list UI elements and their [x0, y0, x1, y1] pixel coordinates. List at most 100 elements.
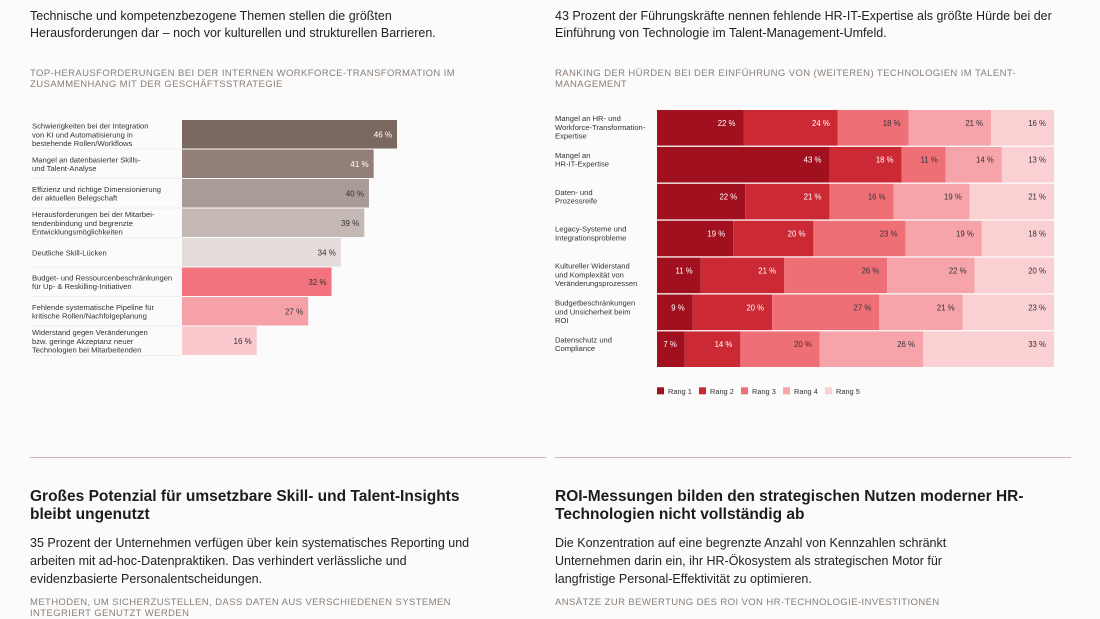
stacked-segment: [829, 146, 902, 183]
stacked-segment: [829, 183, 894, 220]
category-label: Budget- und Ressourcenbeschränkungen: [32, 273, 172, 282]
stacked-segment: [969, 183, 1054, 220]
segment-value-label: 11 %: [921, 156, 938, 165]
category-label: von KI und Automatisierung in: [32, 130, 133, 139]
category-label: Mangel an datenbasierter Skills-: [32, 155, 141, 164]
bar-value-label: 16 %: [234, 337, 252, 346]
stacked-segment: [657, 146, 830, 183]
stacked-segment: [879, 294, 963, 331]
segment-value-label: 7 %: [663, 340, 677, 349]
stacked-segment: [962, 294, 1054, 331]
bar: [182, 179, 369, 208]
category-label: Veränderungsprozessen: [555, 279, 637, 288]
stacked-segment: [657, 220, 734, 257]
category-label: Budgetbeschränkungen: [555, 299, 635, 308]
segment-value-label: 20 %: [788, 230, 806, 239]
segment-value-label: 18 %: [876, 156, 894, 165]
category-label: Workforce-Transformation-: [555, 123, 646, 132]
stacked-segment: [945, 146, 1002, 183]
category-label: kritische Rollen/Nachfolgeplanung: [32, 312, 147, 321]
right-section-title: ROI-Messungen bilden den strategischen N…: [555, 488, 1024, 523]
bar: [182, 267, 332, 296]
stacked-segment: [922, 331, 1054, 367]
stacked-segment: [901, 146, 946, 183]
stacked-segment: [692, 294, 773, 331]
stacked-segment: [908, 110, 992, 146]
segment-value-label: 22 %: [719, 193, 737, 202]
legend-label: Rang 2: [710, 387, 734, 396]
category-label: bestehende Rollen/Workflows: [32, 139, 133, 148]
stacked-segment: [974, 257, 1054, 294]
stacked-segment: [819, 331, 923, 367]
stacked-segment: [837, 110, 909, 146]
segment-value-label: 21 %: [758, 266, 776, 275]
category-label: Prozessreife: [555, 197, 597, 206]
category-label: Schwierigkeiten bei der Integration: [32, 122, 149, 131]
segment-value-label: 27 %: [854, 303, 872, 312]
segment-value-label: 21 %: [804, 193, 822, 202]
category-label: und Unsicherheit beim: [555, 307, 631, 316]
segment-value-label: 18 %: [883, 119, 901, 128]
segment-value-label: 19 %: [956, 230, 974, 239]
segment-value-label: 20 %: [1028, 266, 1046, 275]
category-label: ROI: [555, 316, 569, 325]
stacked-segment: [893, 183, 970, 220]
category-label: und Komplexität von: [555, 270, 624, 279]
bar-value-label: 27 %: [285, 307, 303, 316]
stacked-segment: [657, 110, 744, 146]
segment-value-label: 22 %: [949, 266, 967, 275]
category-label: Expertise: [555, 132, 587, 141]
segment-value-label: 43 %: [804, 156, 822, 165]
category-label: Entwicklungsmöglichkeiten: [32, 227, 123, 236]
left-section-body: 35 Prozent der Unternehmen verfügen über…: [30, 536, 470, 586]
right-section-body: Die Konzentration auf eine begrenzte Anz…: [555, 536, 947, 586]
segment-value-label: 18 %: [1028, 230, 1046, 239]
stacked-segment: [981, 220, 1054, 257]
segment-value-label: 23 %: [880, 230, 898, 239]
category-label: Integrationsprobleme: [555, 234, 626, 243]
segment-value-label: 33 %: [1028, 340, 1046, 349]
category-label: Effizienz und richtige Dimensionierung: [32, 185, 161, 194]
category-label: Fehlende systematische Pipeline für: [32, 303, 154, 312]
category-label: Datenschutz und: [555, 335, 612, 344]
segment-value-label: 21 %: [1028, 193, 1046, 202]
legend-swatch: [657, 387, 664, 395]
left-chart-title: Top-Herausforderungen bei der internen W…: [30, 68, 456, 90]
segment-value-label: 13 %: [1028, 156, 1046, 165]
category-label: Widerstand gegen Veränderungen: [32, 328, 148, 337]
category-label: Herausforderungen bei der Mitarbei-: [32, 210, 155, 219]
left-section-subhead: Methoden, um sicherzustellen, dass Daten…: [30, 597, 451, 619]
category-label: der aktuellen Belegschaft: [32, 194, 118, 203]
segment-value-label: 16 %: [868, 193, 886, 202]
legend-label: Rang 3: [752, 387, 776, 396]
category-label: HR-IT-Expertise: [555, 160, 609, 169]
stacked-segment: [733, 220, 814, 257]
segment-value-label: 26 %: [897, 340, 915, 349]
segment-value-label: 22 %: [718, 119, 736, 128]
segment-value-label: 21 %: [937, 303, 955, 312]
segment-value-label: 26 %: [861, 266, 879, 275]
stacked-segment: [784, 257, 888, 294]
stacked-segment: [887, 257, 975, 294]
bar: [182, 149, 374, 178]
legend-label: Rang 1: [668, 387, 692, 396]
right-chart-title: Ranking der Hürden bei der Einführung vo…: [555, 68, 1017, 90]
stacked-segment: [745, 183, 830, 220]
stacked-segment: [772, 294, 880, 331]
category-label: Kultureller Widerstand: [555, 262, 630, 271]
stacked-segment: [657, 183, 746, 220]
stacked-segment: [740, 331, 820, 367]
right-section-subhead: Ansätze zur Bewertung des ROI von HR-Tec…: [555, 597, 940, 608]
segment-value-label: 21 %: [965, 119, 983, 128]
bar-value-label: 39 %: [341, 219, 359, 228]
bar: [182, 238, 341, 267]
bar: [182, 297, 309, 326]
bar-value-label: 41 %: [350, 160, 368, 169]
category-label: Mangel an HR- und: [555, 114, 621, 123]
legend-swatch: [699, 387, 706, 395]
bar-value-label: 46 %: [374, 130, 392, 139]
segment-value-label: 16 %: [1028, 119, 1046, 128]
segment-value-label: 20 %: [746, 303, 764, 312]
stacked-segment: [743, 110, 838, 146]
